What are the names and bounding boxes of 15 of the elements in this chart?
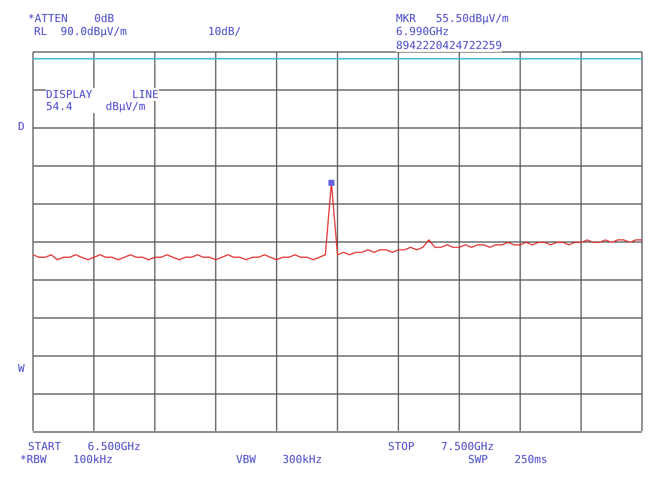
text: *RBW 100kHz xyxy=(20,453,113,466)
text: SWP 250ms xyxy=(468,453,548,466)
text: 10dB/ xyxy=(208,25,242,38)
text: START 6.500GHz xyxy=(28,440,141,453)
text: W xyxy=(18,362,25,375)
text: VBW 300kHz xyxy=(236,453,322,466)
text: *ATTEN 0dB xyxy=(28,12,114,25)
text: 54.4 dBμV/m xyxy=(46,100,146,113)
text: D xyxy=(18,120,25,133)
text: 6.990GHz xyxy=(396,25,449,38)
text: 8942220424722259 xyxy=(396,39,502,52)
text: DISPLAY LINE xyxy=(46,88,159,101)
text: RL 90.0dBμV/m xyxy=(34,25,127,38)
text: STOP 7.500GHz xyxy=(388,440,494,453)
text: MKR 55.50dBμV/m xyxy=(396,12,509,25)
